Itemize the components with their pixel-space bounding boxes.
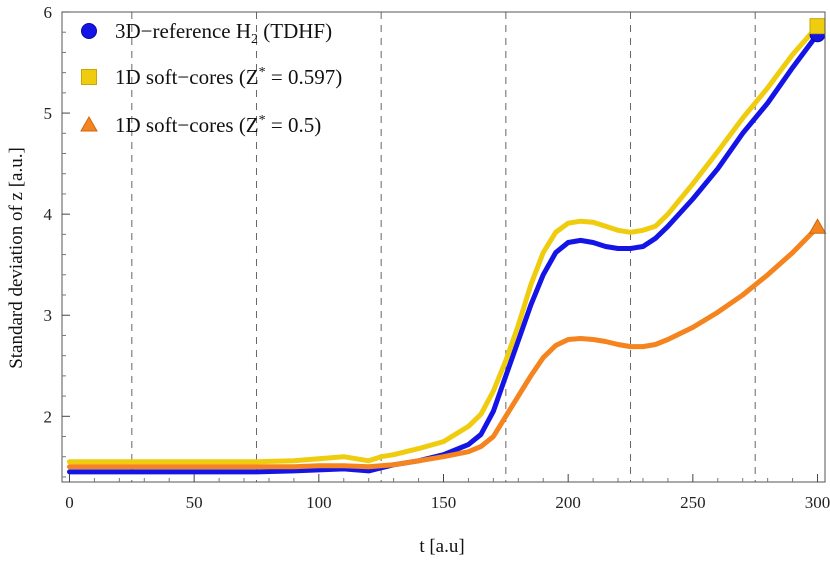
legend-subscript: 2 [251,32,258,47]
legend-tail: = 0.5) [266,113,322,137]
x-tick-label-0: 0 [65,493,74,512]
legend-superscript: * [259,65,266,80]
series-line-3 [67,224,820,470]
y-tick-label-3: 3 [44,306,53,325]
legend-item-2: 1D soft−cores (Z* = 0.597) [81,65,342,89]
end-marker-2 [809,18,826,35]
legend-label-1: 3D−reference H2 (TDHF) [115,19,332,47]
end-marker-3 [808,218,827,234]
legend-main: 1D soft−cores (Z [115,65,259,89]
legend: 3D−reference H2 (TDHF) 1D soft−cores (Z* … [80,19,342,137]
legend-tail: = 0.597) [266,65,343,89]
x-tick-label-250: 250 [680,493,706,512]
legend-main: 3D−reference H [115,19,251,43]
y-tick-label-2: 2 [44,407,53,426]
x-tick-label-300: 300 [805,493,830,512]
x-tick-label-150: 150 [431,493,457,512]
x-tick-label-200: 200 [555,493,581,512]
series-line-2 [67,23,820,465]
ticks: 0 50 100 150 200 250 300 2 3 4 5 6 [44,3,830,512]
x-tick-label-100: 100 [306,493,332,512]
y-tick-label-6: 6 [44,3,53,22]
legend-main: 1D soft−cores (Z [115,113,259,137]
legend-label-2: 1D soft−cores (Z* = 0.597) [115,65,342,89]
y-tick-label-5: 5 [44,104,53,123]
legend-tail: (TDHF) [258,19,332,43]
legend-superscript: * [259,113,266,128]
x-axis-title: t [a.u] [419,536,464,557]
legend-label-3: 1D soft−cores (Z* = 0.5) [115,113,321,137]
legend-marker-2 [81,69,97,85]
x-tick-label-50: 50 [186,493,203,512]
y-tick-label-4: 4 [44,205,53,224]
legend-marker-3 [80,115,98,132]
legend-marker-1 [81,23,97,39]
legend-item-3: 1D soft−cores (Z* = 0.5) [80,113,321,137]
series-layer [67,18,827,475]
legend-item-1: 3D−reference H2 (TDHF) [81,19,332,47]
series-line-1 [67,31,820,475]
y-axis-title: Standard deviation of z [a.u.] [6,147,27,369]
